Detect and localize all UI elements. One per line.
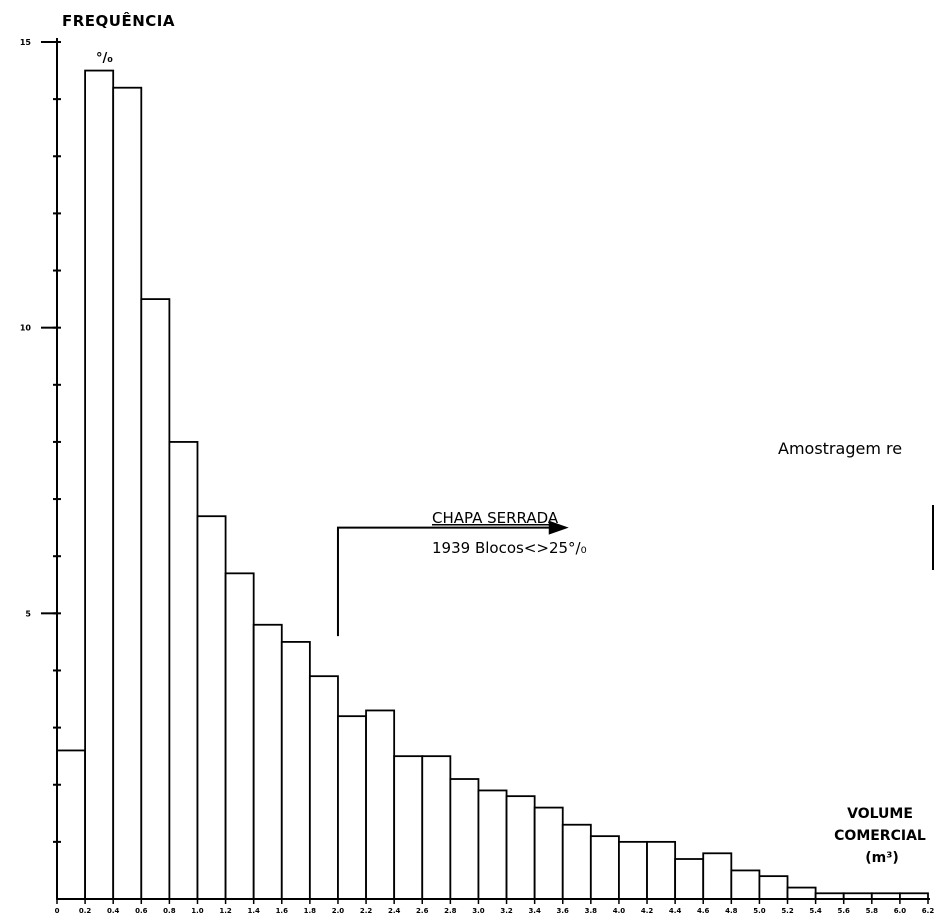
histogram-bar bbox=[449, 778, 480, 900]
x-tick-label: 1.4 bbox=[247, 907, 260, 915]
x-tick-label: 5.6 bbox=[838, 907, 851, 915]
x-tick-label: 2.2 bbox=[360, 907, 373, 915]
histogram-bar bbox=[140, 298, 171, 900]
annotation-arrowhead bbox=[548, 520, 569, 535]
side-caption: Amostragem re bbox=[778, 439, 902, 458]
x-tick-label: 1.6 bbox=[276, 907, 289, 915]
x-axis-label-line3: (m³) bbox=[865, 850, 899, 866]
histogram-bar bbox=[477, 789, 508, 900]
x-tick-label: 5.8 bbox=[866, 907, 879, 915]
x-tick-label: 2.8 bbox=[444, 907, 457, 915]
x-tick-label: 1.8 bbox=[304, 907, 317, 915]
histogram-bar bbox=[702, 852, 733, 900]
histogram-bar bbox=[730, 869, 761, 900]
x-tick-label: 0 bbox=[55, 907, 60, 915]
histogram-bar bbox=[533, 806, 564, 900]
histogram-bar bbox=[280, 641, 311, 900]
x-tick-label: 2.6 bbox=[416, 907, 429, 915]
x-tick-label: 4.0 bbox=[613, 907, 626, 915]
x-tick-label: 1.2 bbox=[219, 907, 232, 915]
x-tick-label: 3.2 bbox=[500, 907, 513, 915]
x-tick-label: 6.0 bbox=[894, 907, 907, 915]
histogram-bar bbox=[252, 623, 283, 900]
y-tick-label: 10 bbox=[20, 324, 32, 333]
annotation-arrow-line bbox=[336, 526, 551, 637]
x-tick-label: 3.8 bbox=[585, 907, 598, 915]
y-ticks-group: 5 10 15 bbox=[20, 38, 61, 843]
x-ticks-group: 0 0.2 0.4 0.6 0.8 1.0 1.2 1.4 1.6 1.8 2.0 2.2 2.4 2.6… bbox=[55, 899, 935, 915]
histogram-bar bbox=[421, 755, 452, 900]
x-tick-label: 2.4 bbox=[388, 907, 401, 915]
x-tick-label: 1.0 bbox=[191, 907, 204, 915]
x-tick-label: 4.6 bbox=[697, 907, 710, 915]
histogram-bar bbox=[674, 858, 705, 900]
x-tick-label: 6.2 bbox=[922, 907, 935, 915]
histogram-bar bbox=[646, 840, 677, 900]
histogram-bar bbox=[337, 715, 367, 900]
histogram-bar bbox=[168, 441, 199, 900]
x-tick-label: 3.4 bbox=[528, 907, 541, 915]
x-tick-label: 4.8 bbox=[725, 907, 738, 915]
x-tick-label: 0.8 bbox=[163, 907, 176, 915]
annotation-subtitle: 1939 Blocos<>25°/₀ bbox=[432, 539, 587, 557]
histogram-bar bbox=[505, 795, 536, 900]
histogram-bar bbox=[224, 572, 255, 900]
histogram-bar bbox=[561, 823, 592, 900]
x-axis-label-line2: COMERCIAL bbox=[834, 828, 926, 844]
histogram-bar bbox=[393, 755, 424, 900]
histogram-bar bbox=[56, 749, 86, 900]
x-axis-label-line1: VOLUME bbox=[847, 806, 913, 822]
y-axis-label: FREQUÊNCIA bbox=[62, 11, 175, 30]
x-tick-label: 4.4 bbox=[669, 907, 682, 915]
histogram-bar bbox=[308, 675, 339, 900]
histogram-bar bbox=[365, 709, 396, 900]
bars-group bbox=[56, 69, 929, 900]
histogram-bar bbox=[589, 835, 620, 900]
x-tick-label: 0.4 bbox=[107, 907, 120, 915]
x-tick-label: 3.0 bbox=[472, 907, 485, 915]
annotation-title: CHAPA SERRADA bbox=[432, 509, 559, 527]
x-tick-label: 3.6 bbox=[557, 907, 570, 915]
x-tick-label: 2.0 bbox=[332, 907, 345, 915]
histogram-bar bbox=[196, 515, 227, 900]
x-tick-label: 5.2 bbox=[781, 907, 794, 915]
histogram-bar bbox=[786, 886, 817, 900]
y-tick-label: 5 bbox=[25, 609, 31, 618]
y-tick-label: 15 bbox=[20, 38, 32, 47]
x-tick-label: 4.2 bbox=[641, 907, 654, 915]
chapa-serrada-annotation: CHAPA SERRADA 1939 Blocos<>25°/₀ bbox=[336, 509, 587, 637]
histogram-bar bbox=[758, 875, 789, 900]
histogram-bar bbox=[618, 840, 648, 900]
x-tick-label: 5.4 bbox=[809, 907, 822, 915]
histogram-bar bbox=[84, 69, 115, 900]
x-tick-label: 0.6 bbox=[135, 907, 148, 915]
x-tick-label: 5.0 bbox=[753, 907, 766, 915]
x-tick-label: 0.2 bbox=[79, 907, 92, 915]
y-axis-unit: °/₀ bbox=[96, 51, 113, 66]
histogram-bar bbox=[112, 86, 143, 900]
